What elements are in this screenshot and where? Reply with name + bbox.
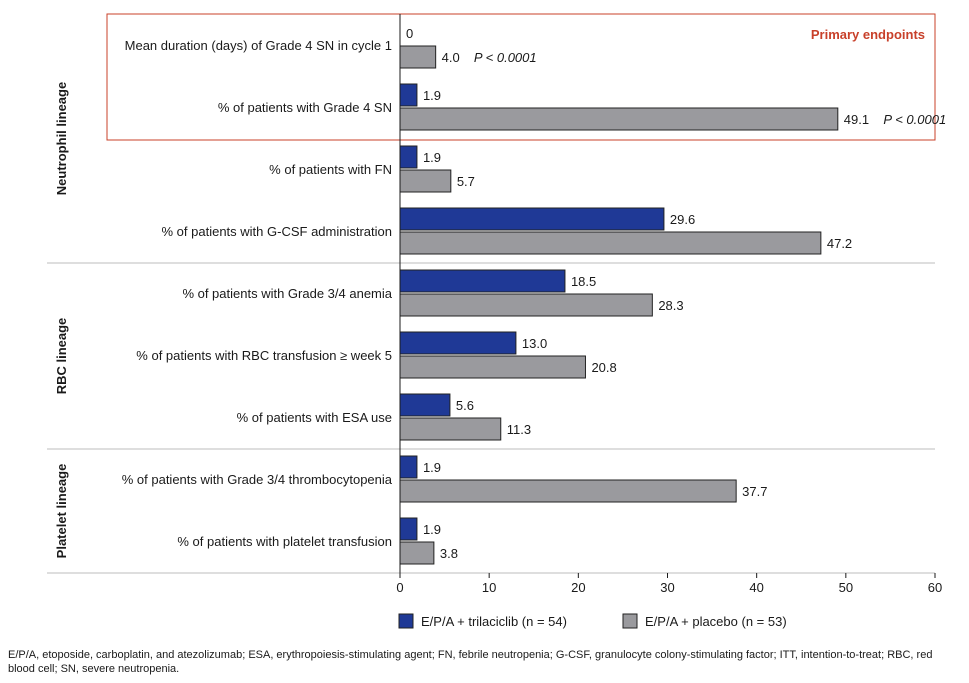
x-tick-label: 0 — [396, 580, 403, 595]
bar-placebo — [399, 355, 586, 379]
legend-label: E/P/A + placebo (n = 53) — [645, 614, 787, 629]
bar-value-label: 18.5 — [571, 274, 596, 289]
bar-placebo — [399, 541, 435, 565]
category-label: % of patients with Grade 4 SN — [218, 100, 392, 115]
bar-value-label: 4.0 — [442, 50, 460, 65]
bar-trilaciclib — [399, 145, 418, 169]
bar-placebo — [399, 293, 653, 317]
bar-value-label: 11.3 — [507, 422, 531, 437]
bar-value-label: 5.6 — [456, 398, 474, 413]
group-label-platelet: Platelet lineage — [54, 464, 69, 559]
legend-swatch — [398, 613, 414, 629]
legend-label: E/P/A + trilaciclib (n = 54) — [421, 614, 567, 629]
x-tick-label: 20 — [571, 580, 585, 595]
bar-placebo — [399, 417, 502, 441]
primary-endpoints-label: Primary endpoints — [811, 27, 925, 42]
bar-trilaciclib — [399, 393, 451, 417]
x-tick-label: 40 — [749, 580, 763, 595]
group-label-rbc: RBC lineage — [54, 318, 69, 395]
bar-value-label: 28.3 — [658, 298, 683, 313]
x-tick-label: 50 — [839, 580, 853, 595]
bar-value-label: 5.7 — [457, 174, 475, 189]
bar-chart: Primary endpoints Mean duration (days) of… — [47, 13, 946, 629]
bar-value-label: 49.1 — [844, 112, 869, 127]
bar-placebo — [399, 479, 737, 503]
category-label: % of patients with RBC transfusion ≥ wee… — [136, 348, 392, 363]
x-tick-label: 10 — [482, 580, 496, 595]
bar-value-label: 1.9 — [423, 522, 441, 537]
bar-value-label: 13.0 — [522, 336, 547, 351]
bar-value-label: 1.9 — [423, 150, 441, 165]
bar-placebo — [399, 231, 822, 255]
bar-value-label: 37.7 — [742, 484, 767, 499]
bar-value-label: 20.8 — [591, 360, 616, 375]
bar-placebo — [399, 107, 839, 131]
category-label: % of patients with FN — [269, 162, 392, 177]
bar-trilaciclib — [399, 517, 418, 541]
bar-value-label: 3.8 — [440, 546, 458, 561]
p-value-label: P < 0.0001 — [883, 112, 946, 127]
bar-trilaciclib — [399, 83, 418, 107]
category-label: % of patients with ESA use — [237, 410, 392, 425]
bar-trilaciclib — [399, 331, 517, 355]
group-label-neutrophil: Neutrophil lineage — [54, 82, 69, 195]
bar-value-label: 47.2 — [827, 236, 852, 251]
bar-placebo — [399, 45, 437, 69]
bar-value-label: 0 — [406, 26, 413, 41]
category-label: % of patients with Grade 3/4 thrombocyto… — [122, 472, 393, 487]
bar-trilaciclib — [399, 455, 418, 479]
bar-placebo — [399, 169, 452, 193]
primary-endpoints-box — [106, 13, 936, 141]
category-label: % of patients with platelet transfusion — [177, 534, 392, 549]
legend-swatch — [622, 613, 638, 629]
p-value-label: P < 0.0001 — [474, 50, 537, 65]
category-label: Mean duration (days) of Grade 4 SN in cy… — [125, 38, 392, 53]
category-label: % of patients with Grade 3/4 anemia — [182, 286, 392, 301]
bar-trilaciclib — [399, 269, 566, 293]
bar-value-label: 1.9 — [423, 460, 441, 475]
bar-trilaciclib — [399, 207, 665, 231]
category-label: % of patients with G-CSF administration — [162, 224, 392, 239]
x-tick-label: 30 — [660, 580, 674, 595]
footnote: E/P/A, etoposide, carboplatin, and atezo… — [8, 649, 933, 675]
bar-value-label: 1.9 — [423, 88, 441, 103]
bar-value-label: 29.6 — [670, 212, 695, 227]
x-tick-label: 60 — [928, 580, 942, 595]
